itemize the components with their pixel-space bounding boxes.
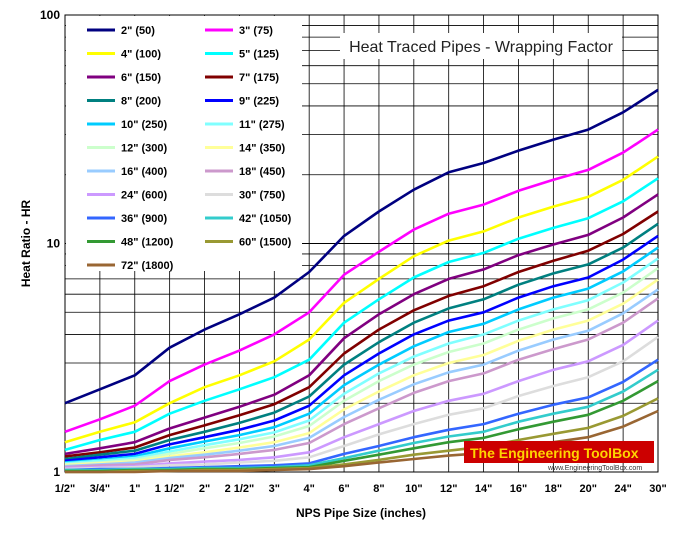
series-line <box>64 246 659 464</box>
y-axis-ticks: 1 10 100 <box>40 8 60 479</box>
legend-background <box>66 16 302 271</box>
series-line <box>64 193 659 456</box>
x-tick-label: 3" <box>269 483 280 495</box>
legend-label: 10" (250) <box>121 119 168 131</box>
legend-label: 42" (1050) <box>239 213 292 225</box>
legend-label: 72" (1800) <box>121 260 174 272</box>
x-tick-label: 4" <box>304 483 315 495</box>
legend-label: 3" (75) <box>239 25 273 37</box>
brand-background <box>464 441 654 463</box>
y-tick-label: 100 <box>40 8 60 22</box>
plot-frame <box>64 14 659 473</box>
series-line <box>64 128 659 434</box>
x-tick-label: 16" <box>510 483 527 495</box>
x-tick-label: 18" <box>545 483 562 495</box>
legend-label: 4" (100) <box>121 49 161 61</box>
x-tick-label: 1" <box>129 483 140 495</box>
series-group <box>64 88 659 474</box>
x-tick-label: 8" <box>373 483 384 495</box>
brand-name: The Engineering ToolBox <box>470 445 639 461</box>
y-tick-label: 10 <box>47 237 61 251</box>
x-tick-label: 10" <box>405 483 422 495</box>
series-line <box>64 319 659 470</box>
x-tick-label: 20" <box>580 483 597 495</box>
x-tick-label: 3/4" <box>90 483 111 495</box>
series-line <box>64 288 659 468</box>
x-tick-label: 2" <box>199 483 210 495</box>
brand-url: www.EngineeringToolBox.com <box>547 465 642 472</box>
series-line <box>64 257 659 465</box>
legend-label: 48" (1200) <box>121 237 174 249</box>
legend-label: 5" (125) <box>239 49 279 61</box>
legend-label: 30" (750) <box>239 190 286 202</box>
legend-label: 11" (275) <box>239 119 285 131</box>
x-tick-label: 12" <box>440 483 457 495</box>
legend-label: 14" (350) <box>239 143 286 155</box>
legend-label: 2" (50) <box>121 25 155 37</box>
x-tick-label: 14" <box>475 483 492 495</box>
legend-label: 18" (450) <box>239 166 286 178</box>
legend-label: 24" (600) <box>121 190 168 202</box>
x-tick-label: 24" <box>614 483 631 495</box>
legend: 2" (50) 3" (75) 4" (100) 5" (125) 6" (150) 7"… <box>87 25 292 272</box>
y-tick-label: 1 <box>53 465 60 479</box>
x-axis-title: NPS Pipe Size (inches) <box>296 506 426 520</box>
y-axis-title: Heat Ratio - HR <box>19 199 33 287</box>
x-tick-label: 2 1/2" <box>225 483 255 495</box>
series-line <box>64 88 659 405</box>
legend-label: 7" (175) <box>239 72 279 84</box>
series-line <box>64 222 659 461</box>
x-tick-label: 30" <box>649 483 666 495</box>
series-line <box>64 177 659 452</box>
legend-label: 12" (300) <box>121 143 168 155</box>
series-line <box>64 267 659 466</box>
legend-label: 60" (1500) <box>239 237 292 249</box>
series-line <box>64 335 659 471</box>
series-line <box>64 234 659 463</box>
x-tick-label: 6" <box>338 483 349 495</box>
legend-label: 8" (200) <box>121 96 161 108</box>
legend-label: 16" (400) <box>121 166 168 178</box>
x-tick-label: 1/2" <box>55 483 76 495</box>
series-line <box>64 155 659 444</box>
legend-label: 36" (900) <box>121 213 168 225</box>
series-line <box>64 210 659 458</box>
brand-logo: The Engineering ToolBox www.EngineeringT… <box>464 441 654 472</box>
title-background <box>340 33 622 59</box>
series-line <box>64 297 659 469</box>
legend-label: 9" (225) <box>239 96 279 108</box>
chart-title: Heat Traced Pipes - Wrapping Factor <box>349 39 613 56</box>
series-line <box>64 278 659 467</box>
x-axis-ticks: 1/2" 3/4" 1" 1 1/2" 2" 2 1/2" 3" 4" 6" 8" 10" 12" 14… <box>55 483 667 495</box>
x-tick-label: 1 1/2" <box>155 483 185 495</box>
legend-label: 6" (150) <box>121 72 161 84</box>
